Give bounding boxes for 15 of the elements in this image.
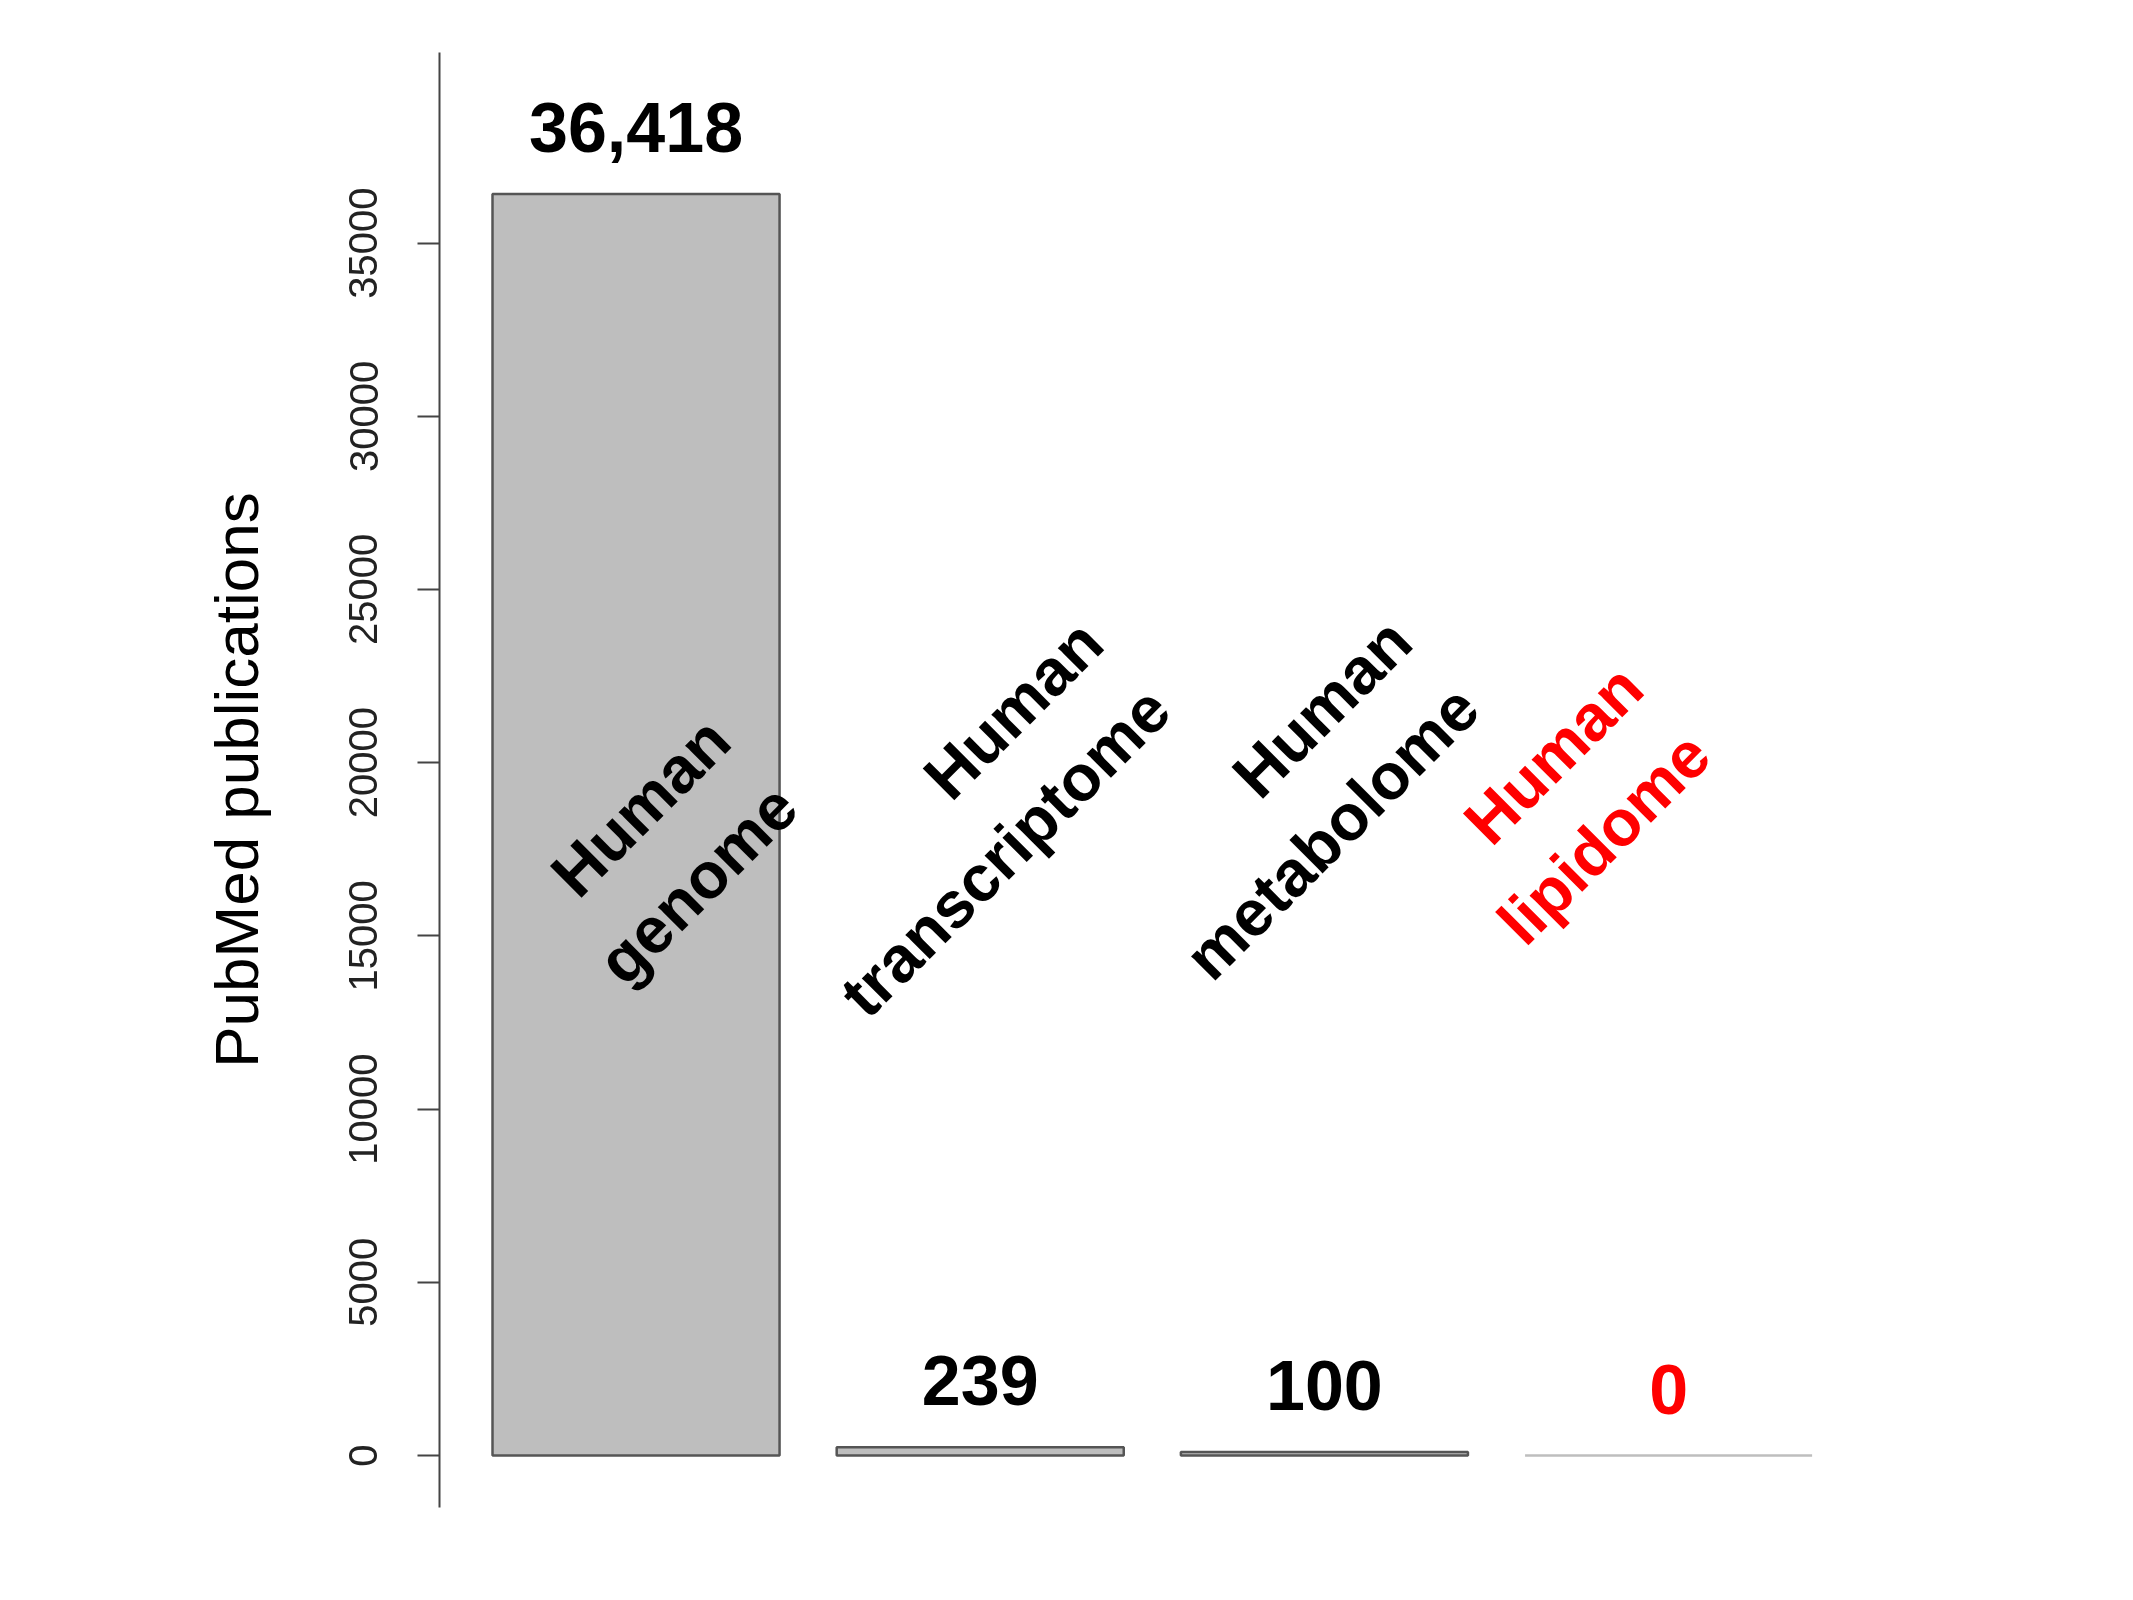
y-tick-label: 30000 xyxy=(341,360,386,472)
y-tick-label: 0 xyxy=(341,1444,386,1467)
data-label: 36,418 xyxy=(528,88,744,167)
data-label: 100 xyxy=(1266,1347,1383,1426)
y-tick-label: 20000 xyxy=(341,707,386,819)
bar xyxy=(1179,1450,1470,1457)
y-tick-label: 5000 xyxy=(341,1237,386,1327)
y-tick-label: 35000 xyxy=(341,187,386,299)
data-label: 239 xyxy=(921,1342,1039,1421)
y-tick-label: 25000 xyxy=(341,533,386,646)
bar xyxy=(835,1446,1125,1457)
data-label: 0 xyxy=(1649,1350,1689,1429)
y-axis-title: PubMed publications xyxy=(201,492,271,1068)
y-tick-label: 15000 xyxy=(341,880,386,992)
y-tick-label: 10000 xyxy=(341,1053,386,1165)
